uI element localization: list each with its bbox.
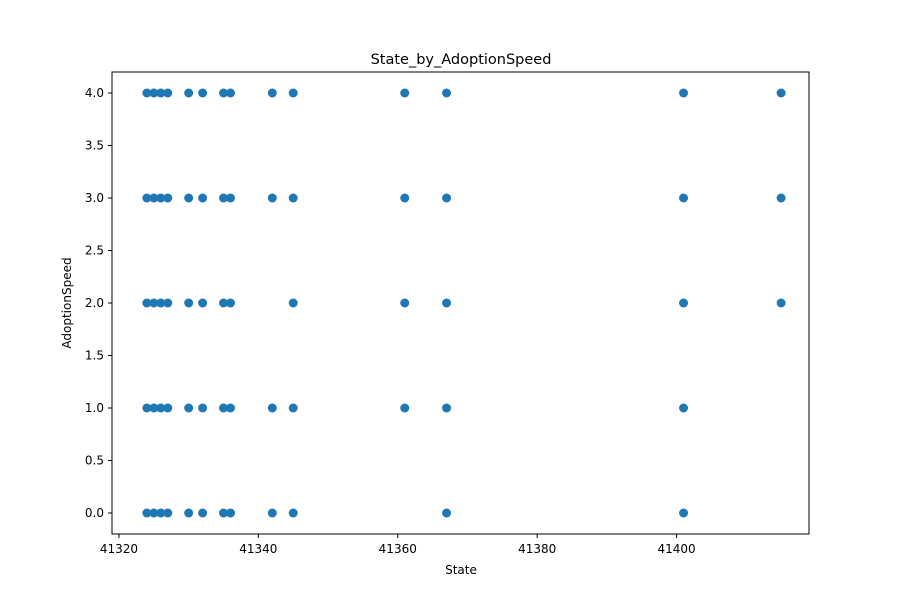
data-point [400,298,410,308]
data-point [679,193,689,203]
data-point [400,88,410,98]
data-point [267,88,277,98]
data-point [142,508,152,518]
data-point [142,193,152,203]
data-point [288,88,298,98]
data-point [219,88,229,98]
data-point [442,88,452,98]
data-point [198,298,208,308]
data-point [679,403,689,413]
y-tick-label: 4.0 [85,86,104,100]
y-axis-label: AdoptionSpeed [60,257,74,348]
data-point [184,508,194,518]
data-point [149,403,159,413]
data-point [442,508,452,518]
x-tick-label: 41400 [657,542,695,556]
y-tick-label: 3.0 [85,191,104,205]
data-point [142,403,152,413]
data-point [400,193,410,203]
data-point [288,193,298,203]
data-point [163,403,173,413]
data-point [184,298,194,308]
data-point [225,403,235,413]
data-point [163,88,173,98]
y-axis-ticks: 0.0 0.5 1.0 1.5 2.0 2.5 3.0 3.5 4.0 [85,86,112,520]
y-tick-label: 1.5 [85,349,104,363]
data-point [267,508,277,518]
chart-title: State_by_AdoptionSpeed [371,52,552,68]
data-point [442,403,452,413]
y-tick-label: 2.0 [85,296,104,310]
data-point [184,193,194,203]
data-point [288,298,298,308]
data-point [198,193,208,203]
data-point [225,193,235,203]
data-point [219,193,229,203]
data-point [156,403,166,413]
y-tick-label: 1.0 [85,401,104,415]
x-tick-label: 41320 [100,542,138,556]
data-point [225,88,235,98]
data-point [163,508,173,518]
data-point [442,193,452,203]
data-point [198,403,208,413]
x-tick-label: 41380 [518,542,556,556]
y-tick-label: 0.0 [85,506,104,520]
data-point [776,193,786,203]
data-point [156,508,166,518]
data-point [400,403,410,413]
data-point [184,88,194,98]
data-point [198,508,208,518]
data-point [156,88,166,98]
data-point [442,298,452,308]
data-point [679,508,689,518]
data-point [776,88,786,98]
y-tick-label: 0.5 [85,454,104,468]
data-point [267,193,277,203]
data-points [142,88,786,518]
data-point [219,298,229,308]
x-tick-label: 41360 [379,542,417,556]
data-point [149,88,159,98]
y-tick-label: 2.5 [85,244,104,258]
data-point [288,508,298,518]
x-tick-label: 41340 [239,542,277,556]
x-axis-ticks: 41320 41340 41360 41380 41400 [100,534,696,556]
data-point [156,298,166,308]
data-point [219,403,229,413]
data-point [163,193,173,203]
x-axis-label: State [445,563,477,577]
data-point [225,298,235,308]
data-point [225,508,235,518]
data-point [156,193,166,203]
data-point [142,88,152,98]
data-point [776,298,786,308]
data-point [267,403,277,413]
data-point [149,193,159,203]
data-point [198,88,208,98]
data-point [149,508,159,518]
data-point [679,298,689,308]
data-point [184,403,194,413]
data-point [679,88,689,98]
data-point [142,298,152,308]
y-tick-label: 3.5 [85,139,104,153]
data-point [149,298,159,308]
data-point [288,403,298,413]
data-point [163,298,173,308]
data-point [219,508,229,518]
